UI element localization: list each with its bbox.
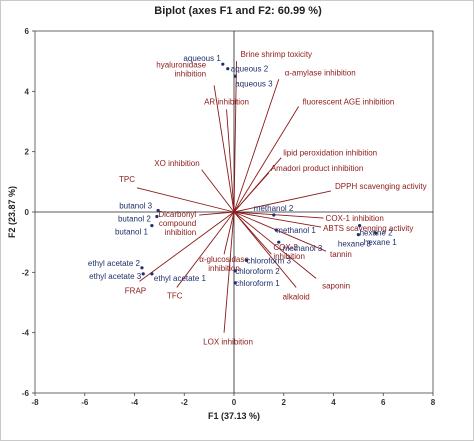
observation-label-hexane-3: hexane 3	[338, 240, 371, 249]
y-tick-label: -6	[22, 389, 30, 398]
observation-label-butanol-3: butanol 3	[119, 201, 152, 210]
observation-label-methanol-2: methanol 2	[254, 204, 294, 213]
observation-point-aqueous-1	[221, 62, 225, 66]
variable-vector-tfc	[176, 211, 235, 288]
observation-point-chloroform-3	[244, 258, 249, 262]
observation-label-butanol-2: butanol 2	[118, 215, 151, 224]
variable-label-dpph-scavenging-activity: DPPH scavenging activity	[335, 182, 427, 191]
variable-label-glucosidase-inhibition: α-glucosidase inhibition	[199, 255, 249, 273]
x-tick-label: -2	[181, 398, 189, 407]
observation-point-methanol-3	[277, 240, 281, 244]
x-tick-label: -4	[131, 398, 139, 407]
observation-label-ethyl-acetate-2: ethyl acetate 2	[88, 259, 141, 268]
observation-point-aqueous-2	[226, 67, 230, 71]
observation-point-hexane-1	[374, 231, 378, 235]
x-tick-label: 8	[431, 398, 436, 407]
observation-label-chloroform-3: chloroform 3	[246, 256, 291, 265]
variable-vector-glucosidase-inhibition	[223, 211, 235, 255]
variable-label-amylase-inhibition: α-amylase inhibition	[285, 68, 356, 77]
x-tick-label: -8	[31, 398, 39, 407]
variable-vector-brine-shrimp-toxicity	[233, 61, 237, 213]
variable-label-tannin: tannin	[330, 250, 352, 259]
variable-vector-cox-1-inhibition	[233, 211, 324, 219]
variable-label-fluorescent-age-inhibition: fluorescent AGE inhibition	[303, 97, 395, 106]
variable-vector-tpc	[136, 187, 235, 213]
observation-label-ethyl-acetate-1: ethyl acetate 1	[154, 274, 207, 283]
y-tick-label: 2	[25, 148, 30, 157]
observation-label-chloroform-2: chloroform 2	[235, 267, 280, 276]
variable-label-frap: FRAP	[125, 286, 146, 295]
variable-vector-saponin	[233, 211, 317, 279]
observation-point-butanol-3	[156, 208, 160, 213]
y-tick-label: 6	[25, 27, 30, 36]
y-tick-label: 4	[25, 87, 30, 96]
observation-point-methanol-2	[272, 213, 276, 217]
observation-point-methanol-1	[274, 228, 278, 232]
x-tick-label: 6	[381, 398, 386, 407]
observation-label-chloroform-1: chloroform 1	[235, 279, 280, 288]
observation-label-aqueous-1: aqueous 1	[183, 54, 221, 63]
variable-label-dicarbonyl-compound-inhibition: Dicarbonyl compound inhibition	[158, 210, 196, 237]
variable-label-hyaluronidase-inhibition: hyaluronidase inhibition	[156, 60, 206, 78]
observation-label-methanol-1: methanol 1	[276, 226, 316, 235]
observation-label-aqueous-3: aqueous 3	[235, 79, 273, 88]
variable-label-lox-inhibition: LOX inhibition	[203, 338, 253, 347]
observation-point-ethyl-acetate-2	[140, 266, 144, 270]
variable-label-tfc: TFC	[167, 291, 183, 300]
y-tick-label: -4	[22, 329, 30, 338]
observation-point-chloroform-2	[233, 269, 237, 273]
variable-vector-lox-inhibition	[223, 211, 235, 333]
y-tick-label: 0	[25, 208, 30, 217]
y-axis-title: F2 (23.87 %)	[7, 186, 17, 238]
variable-label-alkaloid: alkaloid	[283, 292, 310, 301]
variable-vector-alkaloid	[233, 211, 297, 288]
variable-label-amadori-product-inhibition: Amadori product inhibition	[271, 164, 364, 173]
observation-point-ethyl-acetate-3	[141, 272, 145, 276]
variable-label-xo-inhibition: XO inhibition	[154, 159, 199, 168]
observation-point-aqueous-3	[233, 74, 237, 78]
observation-point-hexane-3	[356, 233, 360, 237]
observation-label-ethyl-acetate-3: ethyl acetate 3	[89, 272, 142, 281]
chart-title: Biplot (axes F1 and F2: 60.99 %)	[154, 5, 322, 17]
variable-vector-frap	[139, 211, 235, 282]
observation-point-hexane-2	[358, 223, 362, 228]
variable-label-tpc: TPC	[119, 175, 135, 184]
variable-vector-ar-inhibition	[226, 109, 235, 213]
variable-vector-xo-inhibition	[201, 169, 235, 213]
variable-vector-dicarbonyl-compound-inhibition	[199, 211, 235, 216]
observation-label-butanol-1: butanol 1	[115, 228, 148, 237]
variable-vector-tannin	[233, 211, 327, 252]
observation-point-chloroform-1	[233, 281, 237, 285]
x-tick-label: 2	[282, 398, 287, 407]
variable-vector-abts-scavenging-activity	[233, 211, 322, 228]
observation-point-ethyl-acetate-1	[150, 272, 154, 276]
variable-vector-amadori-product-inhibition	[233, 172, 270, 213]
variable-label-lipid-peroxidation-inhibition: lipid peroxidation inhibition	[283, 149, 377, 158]
variable-vector-fluorescent-age-inhibition	[233, 106, 300, 213]
observation-point-butanol-1	[150, 223, 154, 228]
variable-label-brine-shrimp-toxicity: Brine shrimp toxicity	[240, 50, 312, 59]
variable-vector-hyaluronidase-inhibition	[213, 85, 235, 213]
variable-label-cox-1-inhibition: COX-1 inhibition	[326, 214, 384, 223]
x-tick-label: -6	[81, 398, 89, 407]
observation-label-methanol-3: methanol 3	[283, 244, 323, 253]
variable-label-ar-inhibition: AR inhibition	[204, 97, 249, 106]
x-tick-label: 0	[232, 398, 237, 407]
x-tick-label: 4	[331, 398, 336, 407]
variable-label-saponin: saponin	[322, 281, 350, 290]
y-tick-label: -2	[22, 268, 30, 277]
variable-vector-dpph-scavenging-activity	[233, 190, 332, 213]
variable-label-abts-scavenging-activity: ABTS scavenging activity	[323, 224, 413, 233]
x-axis-title: F1 (37.13 %)	[208, 411, 260, 421]
variable-vector-amylase-inhibition	[233, 79, 280, 213]
observation-point-butanol-2	[155, 214, 159, 219]
observation-label-aqueous-2: aqueous 2	[231, 65, 269, 74]
observation-label-hexane-1: hexane 1	[364, 238, 397, 247]
